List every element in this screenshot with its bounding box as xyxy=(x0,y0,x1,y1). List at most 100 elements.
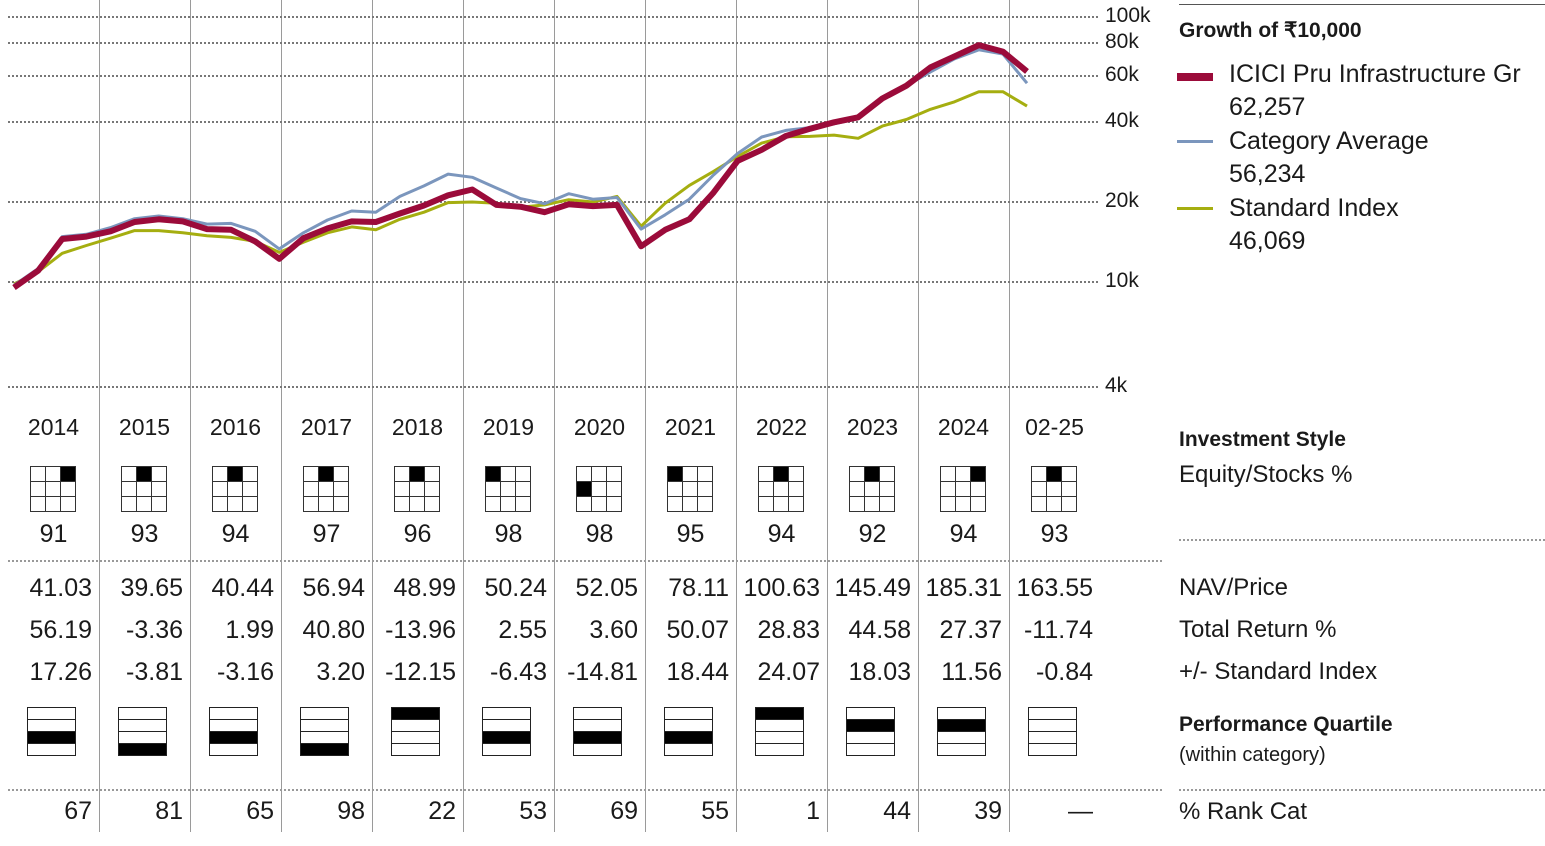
column-divider xyxy=(372,0,373,832)
style-box xyxy=(485,466,531,512)
style-box-cell xyxy=(773,481,789,497)
style-box-cell xyxy=(682,496,698,512)
total-return-value: 27.37 xyxy=(939,616,1002,644)
style-box-cell xyxy=(485,481,501,497)
nav-value: 56.94 xyxy=(302,574,365,602)
style-box-cell xyxy=(500,481,516,497)
quartile-subtitle: (within category) xyxy=(1179,744,1326,766)
style-box-cell xyxy=(409,466,425,482)
style-box-cell xyxy=(576,496,592,512)
year-label: 2019 xyxy=(482,414,535,440)
style-box-cell xyxy=(788,466,804,482)
style-box-cell xyxy=(606,481,622,497)
style-box-cell xyxy=(409,481,425,497)
style-box-cell xyxy=(955,481,971,497)
total-return-value: 1.99 xyxy=(225,616,274,644)
equity-pct: 98 xyxy=(585,520,614,548)
nav-value: 185.31 xyxy=(925,574,1002,602)
quartile-box xyxy=(391,707,440,756)
quartile-box xyxy=(27,707,76,756)
rank-value: 65 xyxy=(246,797,274,825)
style-box-cell xyxy=(500,496,516,512)
row-label-nav: NAV/Price xyxy=(1179,574,1288,601)
equity-pct: 95 xyxy=(676,520,705,548)
style-box-cell xyxy=(515,481,531,497)
year-label: 2020 xyxy=(573,414,626,440)
vs-index-value: 11.56 xyxy=(941,658,1002,686)
vs-index-value: -6.43 xyxy=(490,658,547,686)
equity-pct: 93 xyxy=(1040,520,1069,548)
legend-series-name: Standard Index xyxy=(1229,194,1399,222)
quartile-box xyxy=(664,707,713,756)
style-box-cell xyxy=(682,466,698,482)
total-return-value: -13.96 xyxy=(385,616,456,644)
style-box-cell xyxy=(879,481,895,497)
line-plot xyxy=(12,42,1029,291)
style-box-cell xyxy=(606,496,622,512)
style-box-cell xyxy=(682,481,698,497)
gridline xyxy=(8,16,1098,18)
style-box-cell xyxy=(1061,466,1077,482)
style-box-cell xyxy=(318,466,334,482)
y-tick-label: 80k xyxy=(1105,29,1139,53)
quartile-box xyxy=(482,707,531,756)
nav-value: 145.49 xyxy=(834,574,911,602)
rank-label: % Rank Cat xyxy=(1179,798,1308,825)
column-divider xyxy=(190,0,191,832)
style-box-cell xyxy=(606,466,622,482)
nav-value: 163.55 xyxy=(1016,574,1093,602)
column-divider xyxy=(463,0,464,832)
style-box-cell xyxy=(667,481,683,497)
column-divider xyxy=(281,0,282,832)
total-return-value: 28.83 xyxy=(757,616,820,644)
rank-value: 39 xyxy=(974,797,1002,825)
style-box xyxy=(121,466,167,512)
style-box-cell xyxy=(788,496,804,512)
nav-value: 40.44 xyxy=(211,574,274,602)
gridline xyxy=(8,280,1098,283)
style-box xyxy=(758,466,804,512)
row-label-vs-index: +/- Standard Index xyxy=(1179,658,1378,685)
style-box-cell xyxy=(121,466,137,482)
style-box-cell xyxy=(242,466,258,482)
column-divider xyxy=(554,0,555,832)
row-label-total-return: Total Return % xyxy=(1179,616,1337,643)
y-tick-label: 4k xyxy=(1105,374,1128,397)
column-divider xyxy=(736,0,737,832)
style-box-cell xyxy=(667,466,683,482)
equity-pct: 94 xyxy=(949,520,978,548)
style-box-cell xyxy=(424,466,440,482)
style-box-cell xyxy=(45,496,61,512)
style-box-cell xyxy=(697,481,713,497)
column-divider xyxy=(1009,0,1010,832)
year-label: 2024 xyxy=(937,414,990,440)
legend-series-name: ICICI Pru Infrastructure Gr xyxy=(1229,60,1521,88)
quartile-band xyxy=(1028,743,1077,756)
style-box-cell xyxy=(591,466,607,482)
style-box-cell xyxy=(303,496,319,512)
style-box-cell xyxy=(212,466,228,482)
style-box-cell xyxy=(1046,466,1062,482)
vs-index-value: 17.26 xyxy=(29,658,92,686)
nav-value: 50.24 xyxy=(484,574,547,602)
year-label: 2015 xyxy=(118,414,171,440)
equity-pct: 96 xyxy=(403,520,432,548)
year-label: 2016 xyxy=(209,414,262,440)
style-box-cell xyxy=(849,496,865,512)
gridline xyxy=(8,41,1098,44)
style-box-cell xyxy=(955,496,971,512)
quartile-box xyxy=(937,707,986,756)
style-box-cell xyxy=(136,466,152,482)
style-box-cell xyxy=(940,496,956,512)
style-box-cell xyxy=(849,466,865,482)
style-box-cell xyxy=(333,481,349,497)
total-return-value: 50.07 xyxy=(666,616,729,644)
section-separator xyxy=(8,560,1162,562)
gridline xyxy=(8,386,1098,388)
rank-value: 67 xyxy=(64,797,92,825)
style-box-cell xyxy=(1046,496,1062,512)
legend-series-value: 56,234 xyxy=(1229,160,1306,188)
quartile-band xyxy=(209,743,258,756)
style-box-cell xyxy=(333,466,349,482)
